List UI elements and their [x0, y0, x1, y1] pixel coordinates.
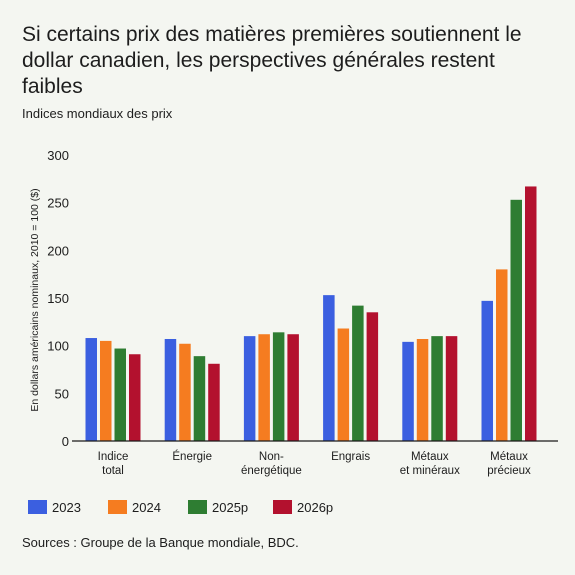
y-tick-label: 100	[47, 339, 69, 354]
bar-2024-0	[100, 340, 112, 441]
x-category-label: Engrais	[331, 451, 370, 463]
bar-2026p-0	[129, 354, 141, 441]
bar-2024-5	[496, 269, 508, 441]
x-category-label: Métaux	[411, 451, 449, 463]
bar-2026p-4	[445, 336, 458, 441]
x-category-label: Énergie	[172, 450, 212, 463]
x-category-label: Métaux	[490, 451, 528, 463]
bar-2025p-0	[114, 348, 126, 441]
x-category-label: Indice	[98, 451, 129, 463]
bar-2023-4	[402, 341, 414, 441]
legend-label: 2023	[52, 500, 81, 515]
bar-2024-4	[416, 338, 429, 441]
y-tick-label: 0	[62, 434, 69, 449]
legend-swatch-2025p	[188, 500, 207, 514]
bar-2025p-2	[272, 332, 285, 441]
legend-swatch-2026p	[273, 500, 292, 514]
bar-2026p-3	[366, 312, 379, 441]
bar-2024-3	[337, 328, 350, 441]
x-category-label: et minéraux	[400, 465, 460, 477]
source-note: Sources : Groupe de la Banque mondiale, …	[22, 535, 299, 550]
x-category-label: énergétique	[241, 465, 302, 477]
bar-2026p-2	[287, 334, 299, 441]
legend-label: 2024	[132, 500, 161, 515]
bar-2025p-1	[193, 356, 206, 441]
bar-2025p-4	[431, 336, 443, 441]
y-tick-label: 50	[55, 386, 69, 401]
x-category-label: Non-	[259, 451, 284, 463]
bar-2023-3	[323, 295, 335, 441]
y-axis-label: En dollars américains nominaux, 2010 = 1…	[29, 188, 41, 411]
bar-2026p-1	[208, 363, 220, 441]
legend-label: 2025p	[212, 500, 248, 515]
bar-2023-0	[85, 338, 97, 441]
legend-label: 2026p	[297, 500, 333, 515]
x-category-label: précieux	[487, 465, 531, 477]
y-tick-label: 200	[47, 243, 69, 258]
legend-swatch-2023	[28, 500, 47, 514]
chart-subtitle: Indices mondiaux des prix	[22, 106, 173, 121]
y-tick-label: 250	[47, 196, 69, 211]
bar-2024-2	[258, 334, 270, 441]
bar-2025p-5	[510, 199, 522, 441]
bar-2025p-3	[352, 305, 364, 441]
bar-2023-5	[481, 300, 493, 441]
bar-2026p-5	[525, 186, 537, 441]
bar-2023-1	[164, 338, 177, 441]
legend-swatch-2024	[108, 500, 127, 514]
x-category-label: total	[102, 465, 124, 477]
bar-2024-1	[179, 343, 191, 441]
y-tick-label: 300	[47, 148, 69, 163]
bar-2023-2	[243, 336, 256, 441]
chart-title: Si certains prix des matières premières …	[22, 23, 522, 98]
y-tick-label: 150	[47, 291, 69, 306]
